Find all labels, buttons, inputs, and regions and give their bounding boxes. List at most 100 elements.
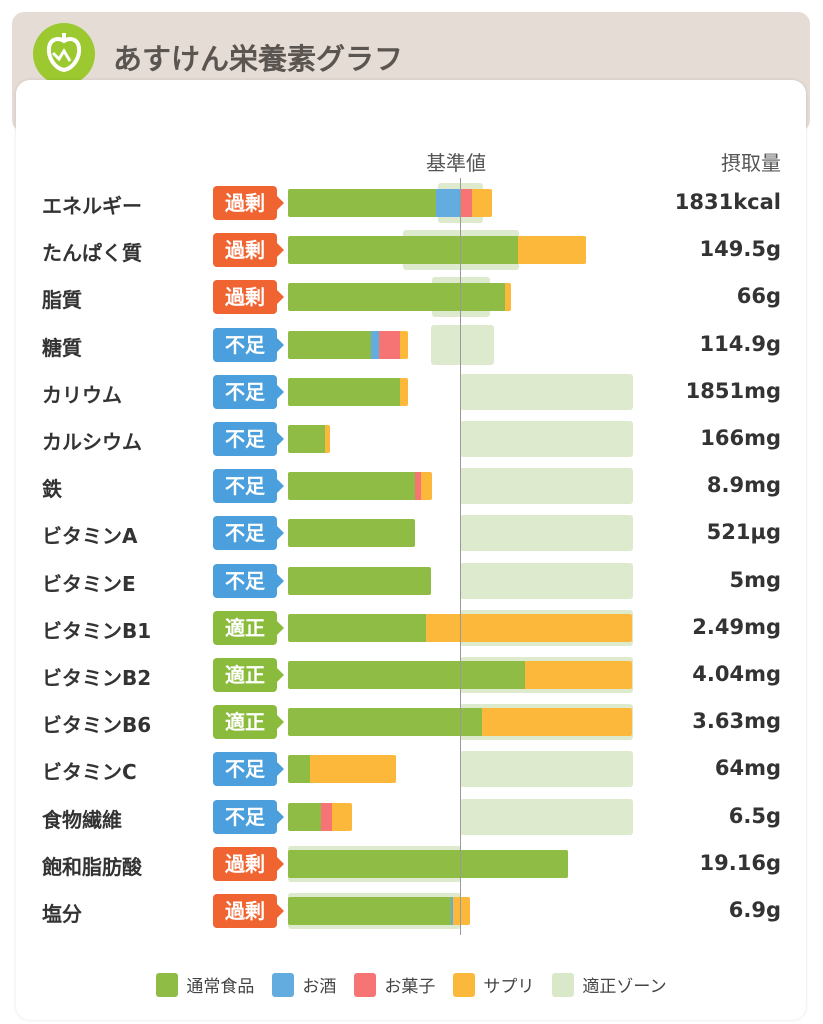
nutrient-label: たんぱく質 xyxy=(42,241,142,266)
intake-value: 66g xyxy=(736,284,781,309)
nutrient-row: 鉄 不足 8.9mg xyxy=(0,462,823,509)
bar-segment-3 xyxy=(399,330,409,359)
nutrient-label: カルシウム xyxy=(42,430,142,454)
bar-segment-0 xyxy=(288,661,526,689)
legend: 通常食品 お酒 お菓子 サプリ 適正ゾーン xyxy=(0,972,823,997)
nutrient-label: 飽和脂肪酸 xyxy=(42,854,142,879)
intake-value: 3.63mg xyxy=(692,709,781,734)
nutrient-label: ビタミンB6 xyxy=(42,713,152,738)
nutrient-row: 飽和脂肪酸 過剰 19.16g xyxy=(0,840,823,887)
intake-value: 2.49mg xyxy=(692,614,781,639)
intake-value: 1851mg xyxy=(685,378,781,403)
bar-segment-0 xyxy=(288,189,436,217)
nutrient-label: ビタミンA xyxy=(42,524,138,549)
nutrient-row: 脂質 過剰 66g xyxy=(0,273,823,320)
optimal-zone xyxy=(460,562,633,599)
status-badge: 不足 xyxy=(213,516,284,551)
status-badge: 過剰 xyxy=(213,186,284,220)
nutrient-row: カリウム 不足 1851mg xyxy=(0,368,823,415)
bar-segment-3 xyxy=(504,283,511,312)
intake-value: 1831kcal xyxy=(674,190,781,214)
nutrient-row: エネルギー 過剰 1831kcal xyxy=(0,179,823,226)
nutrient-label: ビタミンB2 xyxy=(42,666,152,690)
intake-value: 114.9g xyxy=(699,331,781,356)
nutrient-label: 鉄 xyxy=(42,477,62,502)
intake-value: 64mg xyxy=(714,756,781,781)
status-badge: 不足 xyxy=(213,799,284,834)
status-badge: 適正 xyxy=(213,610,284,645)
nutrient-row: ビタミンB6 適正 3.63mg xyxy=(0,698,823,745)
status-badge: 不足 xyxy=(213,374,284,409)
nutrient-row: ビタミンB1 適正 2.49mg xyxy=(0,604,823,651)
intake-header: 摂取量 xyxy=(721,151,781,175)
status-badge: 過剰 xyxy=(213,846,284,881)
bar-segment-3 xyxy=(525,661,632,689)
intake-value: 166mg xyxy=(700,426,781,450)
bar-segment-3 xyxy=(518,236,586,265)
bar-segment-3 xyxy=(471,189,492,217)
optimal-zone xyxy=(460,751,633,788)
legend-item: サプリ xyxy=(453,972,534,997)
bar-segment-3 xyxy=(331,802,353,831)
status-badge: 適正 xyxy=(213,658,284,692)
legend-swatch xyxy=(272,972,295,997)
legend-label: 通常食品 xyxy=(186,977,255,997)
nutrient-row: 糖質 不足 114.9g xyxy=(0,321,823,368)
bar-segment-3 xyxy=(425,613,632,642)
optimal-zone xyxy=(460,515,633,552)
bar-segment-2 xyxy=(460,189,472,217)
reference-label: 基準値 xyxy=(426,151,486,175)
optimal-zone xyxy=(430,324,494,365)
bar-segment-3 xyxy=(482,708,632,737)
bar-segment-0 xyxy=(288,283,505,312)
legend-swatch xyxy=(552,972,575,997)
apple-icon xyxy=(33,23,95,85)
legend-swatch xyxy=(354,972,377,997)
nutrient-label: エネルギー xyxy=(42,194,142,218)
nutrient-label: ビタミンB1 xyxy=(42,618,152,643)
nutrient-label: 塩分 xyxy=(42,902,82,926)
nutrient-row: カルシウム 不足 166mg xyxy=(0,415,823,462)
bar-segment-0 xyxy=(288,897,452,925)
bar-segment-3 xyxy=(453,897,471,925)
legend-label: 適正ゾーン xyxy=(582,977,667,997)
bar-segment-3 xyxy=(421,472,433,501)
legend-item: お酒 xyxy=(272,972,336,997)
legend-label: お菓子 xyxy=(384,977,436,997)
bar-segment-0 xyxy=(288,519,416,548)
status-badge: 過剰 xyxy=(213,894,284,928)
bar-segment-0 xyxy=(288,755,311,784)
bar-segment-0 xyxy=(288,566,431,595)
nutrient-label: 脂質 xyxy=(42,288,82,313)
legend-item: 通常食品 xyxy=(156,972,254,997)
intake-value: 4.04mg xyxy=(692,662,781,686)
bar-segment-2 xyxy=(379,330,400,359)
bar-segment-0 xyxy=(288,708,483,737)
nutrient-row: ビタミンC 不足 64mg xyxy=(0,745,823,792)
bar-segment-0 xyxy=(288,377,400,406)
nutrient-row: 食物繊維 不足 6.5g xyxy=(0,793,823,840)
bar-segment-3 xyxy=(324,425,331,453)
bar-segment-1 xyxy=(370,330,380,359)
optimal-zone xyxy=(460,798,633,835)
intake-value: 6.9g xyxy=(728,898,781,922)
nutrient-row: たんぱく質 過剰 149.5g xyxy=(0,226,823,273)
bar-segment-1 xyxy=(435,189,461,217)
status-badge: 過剰 xyxy=(213,233,284,268)
bar-segment-3 xyxy=(310,755,397,784)
intake-value: 5mg xyxy=(729,567,781,592)
legend-label: サプリ xyxy=(483,977,535,997)
status-badge: 過剰 xyxy=(213,280,284,315)
nutrient-label: ビタミンE xyxy=(42,571,136,596)
bar-segment-0 xyxy=(288,472,416,501)
intake-value: 19.16g xyxy=(699,850,781,875)
page-title: あすけん栄養素グラフ xyxy=(113,42,404,76)
status-badge: 不足 xyxy=(213,422,284,456)
legend-label: お酒 xyxy=(302,977,337,997)
nutrient-row: ビタミンA 不足 521µg xyxy=(0,509,823,556)
intake-value: 6.5g xyxy=(728,803,781,828)
nutrient-label: ビタミンC xyxy=(42,760,137,785)
status-badge: 適正 xyxy=(213,705,284,740)
optimal-zone xyxy=(460,468,633,505)
status-badge: 不足 xyxy=(213,327,284,362)
